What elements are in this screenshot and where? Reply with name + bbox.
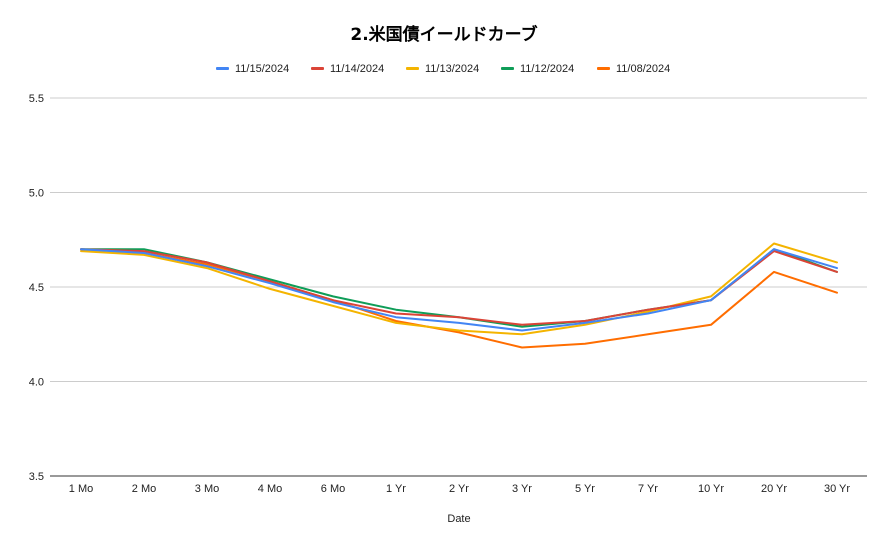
chart-title: 2.米国債イールドカーブ — [350, 24, 537, 45]
x-tick-label: 1 Mo — [69, 483, 93, 495]
x-tick-label: 30 Yr — [824, 483, 850, 495]
legend-item: 11/13/2024 — [406, 63, 479, 75]
series-line — [80, 248, 838, 332]
series-line — [80, 242, 838, 336]
x-tick-label: 3 Yr — [512, 483, 532, 495]
legend-item: 11/08/2024 — [597, 63, 670, 75]
legend-item: 11/12/2024 — [501, 63, 574, 75]
legend-item: 11/14/2024 — [311, 63, 384, 75]
legend-item: 11/15/2024 — [216, 63, 289, 75]
legend-label: 11/13/2024 — [425, 63, 479, 75]
legend: 11/15/2024 11/14/2024 11/13/2024 11/12/2024… — [216, 63, 670, 75]
y-tick-label: 5.5 — [29, 93, 44, 105]
x-tick-label: 2 Mo — [132, 483, 156, 495]
y-tick-label: 4.0 — [29, 377, 44, 389]
legend-swatch — [501, 67, 514, 70]
y-tick-label: 5.0 — [29, 188, 44, 200]
series-lines — [80, 242, 838, 349]
x-axis-title: Date — [447, 513, 470, 525]
legend-label: 11/08/2024 — [616, 63, 670, 75]
series-line — [80, 248, 838, 349]
x-tick-label: 5 Yr — [575, 483, 595, 495]
y-tick-label: 3.5 — [29, 471, 44, 483]
y-axis-tick-labels: 3.5 4.0 4.5 5.0 5.5 — [29, 93, 44, 483]
legend-label: 11/12/2024 — [520, 63, 574, 75]
x-tick-label: 7 Yr — [638, 483, 658, 495]
x-tick-label: 20 Yr — [761, 483, 787, 495]
x-tick-label: 10 Yr — [698, 483, 724, 495]
legend-label: 11/15/2024 — [235, 63, 289, 75]
x-tick-label: 1 Yr — [386, 483, 406, 495]
x-axis-tick-labels: 1 Mo 2 Mo 3 Mo 4 Mo 6 Mo 1 Yr 2 Yr 3 Yr 5 Yr 7 Yr… — [69, 483, 851, 495]
legend-swatch — [406, 67, 419, 70]
gridlines — [50, 97, 867, 477]
x-tick-label: 4 Mo — [258, 483, 282, 495]
x-tick-label: 6 Mo — [321, 483, 345, 495]
legend-swatch — [311, 67, 324, 70]
y-tick-label: 4.5 — [29, 282, 44, 294]
legend-label: 11/14/2024 — [330, 63, 384, 75]
x-tick-label: 3 Mo — [195, 483, 219, 495]
legend-swatch — [216, 67, 229, 70]
legend-swatch — [597, 67, 610, 70]
x-tick-label: 2 Yr — [449, 483, 469, 495]
